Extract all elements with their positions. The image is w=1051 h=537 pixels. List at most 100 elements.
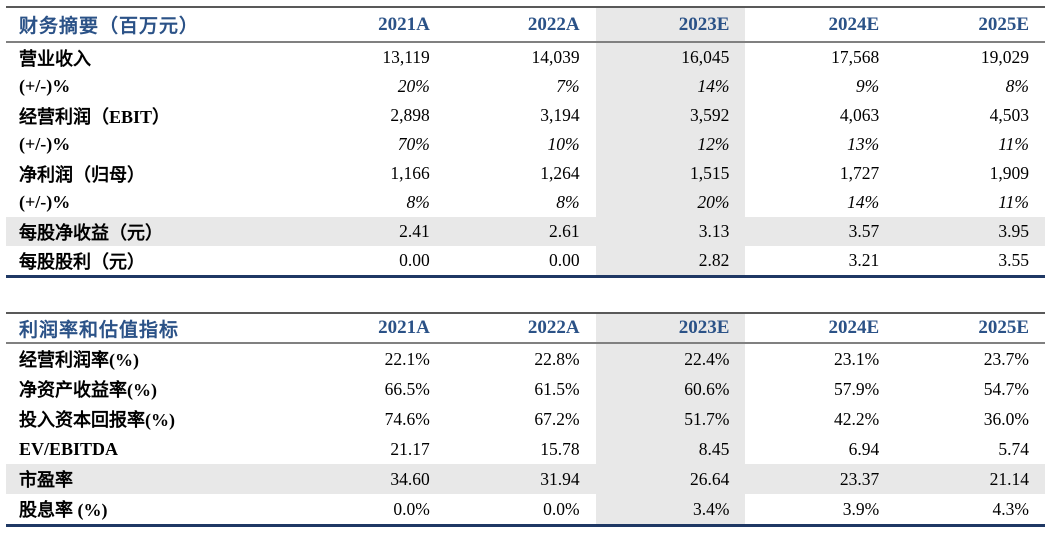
cell-value: 34.60: [390, 468, 430, 489]
row-label: 市盈率: [19, 470, 73, 490]
table-row-net-profit: 净利润（归母） 1,166 1,264 1,515 1,727 1,909: [6, 159, 1045, 188]
column-header-2025e: 2025E: [895, 312, 1045, 344]
cell-value: 23.7%: [983, 348, 1029, 369]
cell-value: 1,264: [540, 163, 580, 183]
row-label: 经营利润（EBIT）: [19, 106, 171, 127]
column-header-2024e: 2024E: [745, 312, 896, 344]
table-row-roe: 净资产收益率(%) 66.5% 61.5% 60.6% 57.9% 54.7%: [6, 374, 1045, 404]
cell-value: 8%: [1005, 76, 1029, 96]
cell-value: 22.8%: [534, 348, 580, 369]
cell-value: 14%: [847, 192, 880, 212]
cell-value: 20%: [697, 192, 730, 212]
cell-value: 4.3%: [895, 494, 1045, 527]
cell-value: 2.82: [595, 246, 746, 278]
cell-value: 51.7%: [684, 408, 730, 429]
table-row-ebit: 经营利润（EBIT） 2,898 3,194 3,592 4,063 4,503: [6, 101, 1045, 130]
cell-value: 1,727: [839, 163, 880, 183]
cell-value: 13%: [847, 134, 880, 154]
column-header-2022a: 2022A: [445, 6, 596, 43]
cell-value: 61.5%: [534, 378, 580, 399]
table-row-dps: 每股股利（元） 0.00 0.00 2.82 3.21 3.55: [6, 246, 1045, 278]
row-label: 每股净收益（元）: [19, 222, 163, 243]
cell-value: 3.4%: [595, 494, 746, 527]
row-label: 每股股利（元）: [6, 246, 296, 278]
row-label: 经营利润率(%): [19, 350, 139, 370]
cell-value: 74.6%: [384, 408, 430, 429]
cell-value: 36.0%: [983, 408, 1029, 429]
cell-value: 1,515: [690, 163, 730, 183]
cell-value: 21.17: [390, 438, 430, 459]
cell-value: 9%: [855, 76, 880, 96]
cell-value: 2,898: [390, 105, 430, 125]
table-header-row: 财务摘要（百万元） 2021A 2022A 2023E 2024E 2025E: [6, 6, 1045, 43]
cell-value: 22.4%: [684, 348, 730, 369]
cell-value: 66.5%: [384, 378, 430, 399]
cell-value: 10%: [547, 134, 580, 154]
table-row-ebit-growth: (+/-)% 70% 10% 12% 13% 11%: [6, 130, 1045, 159]
row-label: 投入资本回报率(%): [19, 410, 175, 430]
column-header-2023e: 2023E: [595, 6, 746, 43]
cell-value: 8%: [406, 192, 430, 212]
table-title: 利润率和估值指标: [6, 312, 296, 344]
row-label: (+/-)%: [19, 192, 71, 212]
table-header-row: 利润率和估值指标 2021A 2022A 2023E 2024E 2025E: [6, 312, 1045, 344]
column-header-2024e: 2024E: [745, 6, 896, 43]
cell-value: 3.21: [745, 246, 896, 278]
cell-value: 3,592: [690, 105, 730, 125]
cell-value: 31.94: [540, 468, 580, 489]
cell-value: 23.1%: [833, 348, 880, 369]
column-header-2023e: 2023E: [595, 312, 746, 344]
cell-value: 3.9%: [745, 494, 896, 527]
cell-value: 15.78: [540, 438, 580, 459]
cell-value: 54.7%: [983, 378, 1029, 399]
cell-value: 16,045: [681, 47, 730, 67]
table-row-net-profit-growth: (+/-)% 8% 8% 20% 14% 11%: [6, 188, 1045, 217]
cell-value: 11%: [998, 192, 1029, 212]
cell-value: 4,063: [839, 105, 880, 125]
row-label: 营业收入: [19, 48, 91, 69]
column-header-2025e: 2025E: [895, 6, 1045, 43]
cell-value: 12%: [697, 134, 730, 154]
cell-value: 21.14: [989, 468, 1029, 489]
cell-value: 2.61: [548, 221, 580, 241]
cell-value: 14,039: [531, 47, 580, 67]
cell-value: 3.95: [998, 221, 1029, 241]
cell-value: 20%: [397, 76, 430, 96]
cell-value: 8.45: [698, 438, 730, 459]
table-row-eps: 每股净收益（元） 2.41 2.61 3.13 3.57 3.95: [6, 217, 1045, 246]
cell-value: 0.0%: [296, 494, 446, 527]
margin-valuation-table: 利润率和估值指标 2021A 2022A 2023E 2024E 2025E 经…: [6, 312, 1045, 527]
cell-value: 11%: [998, 134, 1029, 154]
column-header-2022a: 2022A: [445, 312, 596, 344]
cell-value: 57.9%: [833, 378, 880, 399]
cell-value: 23.37: [839, 468, 880, 489]
cell-value: 14%: [697, 76, 730, 96]
table-row-dividend-yield: 股息率 (%) 0.0% 0.0% 3.4% 3.9% 4.3%: [6, 494, 1045, 527]
row-label: (+/-)%: [19, 134, 71, 154]
cell-value: 5.74: [998, 438, 1029, 459]
cell-value: 3,194: [540, 105, 580, 125]
cell-value: 19,029: [980, 47, 1029, 67]
cell-value: 8%: [556, 192, 580, 212]
cell-value: 0.0%: [445, 494, 596, 527]
cell-value: 26.64: [690, 468, 730, 489]
cell-value: 67.2%: [534, 408, 580, 429]
row-label: (+/-)%: [19, 76, 71, 96]
cell-value: 2.41: [399, 221, 430, 241]
table-row-revenue-growth: (+/-)% 20% 7% 14% 9% 8%: [6, 72, 1045, 101]
column-header-2021a: 2021A: [296, 312, 446, 344]
cell-value: 22.1%: [384, 348, 430, 369]
row-label: EV/EBITDA: [19, 438, 119, 459]
row-label: 净利润（归母）: [19, 164, 145, 185]
row-label: 股息率 (%): [6, 494, 296, 527]
cell-value: 13,119: [382, 47, 430, 67]
cell-value: 3.57: [848, 221, 880, 241]
row-label: 净资产收益率(%): [19, 380, 157, 400]
cell-value: 0.00: [445, 246, 596, 278]
table-row-pe: 市盈率 34.60 31.94 26.64 23.37 21.14: [6, 464, 1045, 494]
cell-value: 6.94: [848, 438, 880, 459]
cell-value: 1,166: [390, 163, 430, 183]
cell-value: 0.00: [296, 246, 446, 278]
cell-value: 3.55: [895, 246, 1045, 278]
